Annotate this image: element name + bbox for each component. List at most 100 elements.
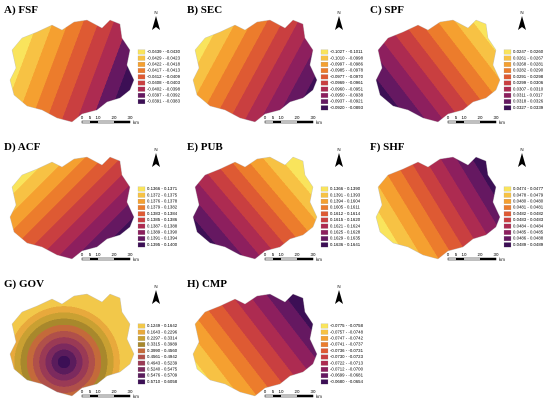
- legend-label: -0.0736 - -0.0731: [330, 348, 364, 353]
- legend-label: -0.0937 - -0.0921: [330, 99, 364, 104]
- scale-unit: km: [133, 394, 139, 399]
- legend-label: 0.0481 - 0.0481: [513, 205, 544, 210]
- legend-swatch: [320, 186, 329, 192]
- legend-swatch: [320, 92, 329, 98]
- legend-label: 0.1379 - 0.1382: [147, 205, 178, 210]
- legend-label: -0.0422 - -0.0418: [147, 62, 181, 67]
- legend-swatch: [320, 348, 329, 354]
- legend-label: 0.0486 - 0.0488: [513, 236, 544, 241]
- scale-bar-fill: [90, 121, 98, 123]
- legend-label: 0.0480 - 0.0480: [513, 199, 544, 204]
- legend-swatch: [320, 229, 329, 235]
- legend-label: -0.0997 - -0.0986: [330, 62, 364, 67]
- legend-swatch: [320, 217, 329, 223]
- panel-title: G) GOV: [4, 278, 44, 290]
- legend-swatch: [320, 329, 329, 335]
- legend-swatch: [320, 55, 329, 61]
- scale-label: 10: [278, 115, 284, 120]
- scale-label: 30: [310, 389, 316, 394]
- legend-label: 0.1391 - 0.1394: [147, 236, 178, 241]
- legend-swatch: [503, 99, 512, 105]
- legend-label: 0.1376 - 0.1378: [147, 199, 178, 204]
- legend-swatch: [137, 354, 146, 360]
- north-label: N: [337, 147, 340, 152]
- legend-label: 0.3315 - 0.3989: [147, 342, 178, 347]
- legend-swatch: [137, 223, 146, 229]
- legend-label: -0.0775 - -0.0758: [330, 323, 364, 328]
- legend-swatch: [137, 373, 146, 379]
- legend-label: 0.5476 - 0.5709: [147, 373, 178, 378]
- scale-label: 20: [477, 252, 483, 257]
- legend-label: 0.1249 - 0.1642: [147, 323, 178, 328]
- legend-swatch: [320, 80, 329, 86]
- legend-label: -0.0985 - -0.0978: [330, 68, 364, 73]
- legend-swatch: [137, 205, 146, 211]
- scale-label: 5: [272, 115, 275, 120]
- legend-label: 0.0478 - 0.0479: [513, 192, 544, 197]
- north-label: N: [154, 10, 157, 15]
- scale-label: 10: [95, 389, 101, 394]
- legend-swatch: [137, 211, 146, 217]
- legend-label: -0.0920 - -0.0893: [330, 105, 364, 110]
- legend-label: -0.0960 - -0.0951: [330, 86, 364, 91]
- legend-swatch: [503, 61, 512, 67]
- scale-bar-fill: [273, 258, 281, 260]
- legend-label: 0.1621 - 0.1624: [330, 223, 361, 228]
- legend-swatch: [503, 105, 512, 111]
- scale-bar-fill: [456, 121, 464, 123]
- scale-label: 0: [264, 252, 267, 257]
- legend-swatch: [503, 68, 512, 74]
- legend-swatch: [320, 86, 329, 92]
- legend-swatch: [137, 61, 146, 67]
- scale-label: 20: [294, 252, 300, 257]
- legend-swatch: [320, 379, 329, 385]
- scale-label: 20: [294, 115, 300, 120]
- legend-swatch: [137, 329, 146, 335]
- legend-label: 0.4943 - 0.5239: [147, 360, 178, 365]
- scale-label: 5: [89, 115, 92, 120]
- legend-label: -0.1027 - -0.1011: [330, 49, 363, 54]
- scale-bar-fill: [114, 121, 130, 123]
- legend-swatch: [503, 55, 512, 61]
- legend-swatch: [137, 236, 146, 242]
- legend-label: 0.0291 - 0.0298: [513, 74, 544, 79]
- legend-label: -0.0969 - -0.0961: [330, 80, 364, 85]
- legend-label: 0.1383 - 0.1384: [147, 211, 178, 216]
- legend-swatch: [137, 68, 146, 74]
- scale-bar-fill: [114, 258, 130, 260]
- legend-swatch: [137, 80, 146, 86]
- north-arrow: [518, 16, 526, 30]
- panel-title: H) CMP: [187, 278, 227, 290]
- scale-label: 30: [127, 252, 133, 257]
- legend-label: 0.1385 - 0.1386: [147, 217, 178, 222]
- scale-label: 0: [81, 252, 84, 257]
- north-arrow: [152, 290, 160, 304]
- scale-unit: km: [499, 120, 505, 125]
- north-arrow: [335, 290, 343, 304]
- map-region: [192, 19, 318, 123]
- scale-label: 30: [493, 252, 499, 257]
- legend-swatch: [137, 74, 146, 80]
- legend-label: -0.0730 - -0.0723: [330, 354, 364, 359]
- legend-swatch: [137, 366, 146, 372]
- legend-label: -0.0412 - -0.0409: [147, 74, 181, 79]
- legend-swatch: [320, 74, 329, 80]
- scale-label: 30: [493, 115, 499, 120]
- legend-label: -0.0439 - -0.0430: [147, 49, 181, 54]
- north-label: N: [337, 10, 340, 15]
- legend-swatch: [320, 192, 329, 198]
- legend-swatch: [320, 323, 329, 329]
- legend-label: -0.0712 - -0.0700: [330, 367, 364, 372]
- legend-label: 0.4561 - 0.4942: [147, 354, 178, 359]
- scale-label: 30: [127, 389, 133, 394]
- legend-swatch: [503, 211, 512, 217]
- legend-label: 0.0484 - 0.0484: [513, 223, 544, 228]
- panel: H) CMP N -0.0775 - -0.0758-0.0757 - -0.074…: [187, 278, 364, 399]
- legend-label: 0.0268 - 0.0281: [513, 62, 544, 67]
- scale-bar-fill: [297, 121, 313, 123]
- legend-swatch: [320, 342, 329, 348]
- legend-swatch: [137, 186, 146, 192]
- legend-label: 0.1387 - 0.1388: [147, 223, 178, 228]
